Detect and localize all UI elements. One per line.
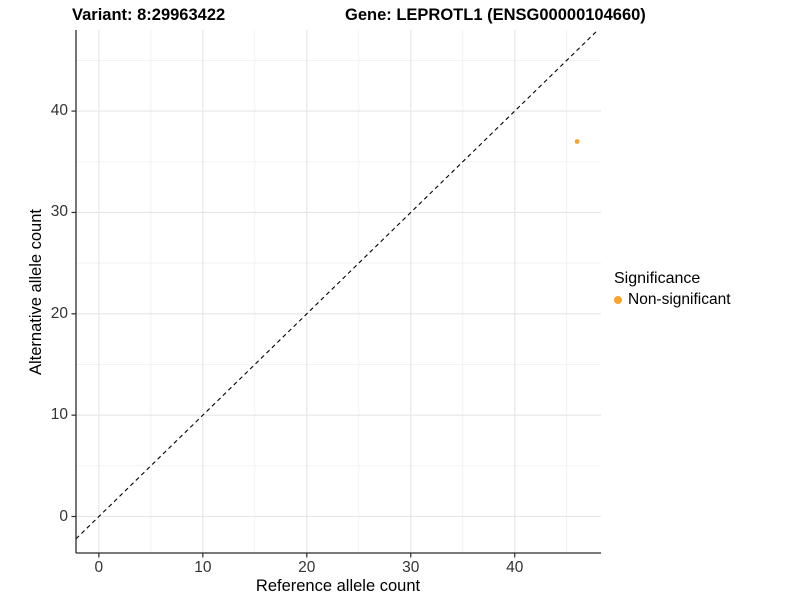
gridlines-major [76,30,601,553]
data-points [574,139,580,144]
legend: Significance Non-significant [614,270,731,309]
axis-lines [75,30,601,554]
data-point-46-37 [574,139,580,144]
identity-reference-line [76,30,599,540]
legend-point-icon [614,296,622,304]
legend-item-label: Non-significant [628,291,731,308]
y-tick-label-10: 10 [50,406,68,424]
gridlines-minor [76,30,601,553]
y-axis-title: Alternative allele count [27,209,45,376]
legend-item-non-significant: Non-significant [614,291,731,309]
axis-tick-marks [71,110,516,558]
x-tick-label-0: 0 [94,559,104,576]
x-tick-label-10: 10 [194,559,212,576]
y-tick-label-0: 0 [59,507,68,525]
gene-title: Gene: LEPROTL1 (ENSG00000104660) [345,6,646,24]
x-tick-label-20: 20 [298,559,316,576]
x-tick-label-30: 30 [402,559,420,576]
x-axis-title: Reference allele count [255,577,421,595]
y-tick-label-40: 40 [50,102,68,120]
identity-reference-line-group [76,30,599,540]
variant-title: Variant: 8:29963422 [72,6,226,24]
x-tick-label-40: 40 [506,559,524,576]
y-tick-label-20: 20 [50,304,68,322]
legend-title: Significance [614,270,701,287]
y-tick-label-30: 30 [50,203,68,221]
